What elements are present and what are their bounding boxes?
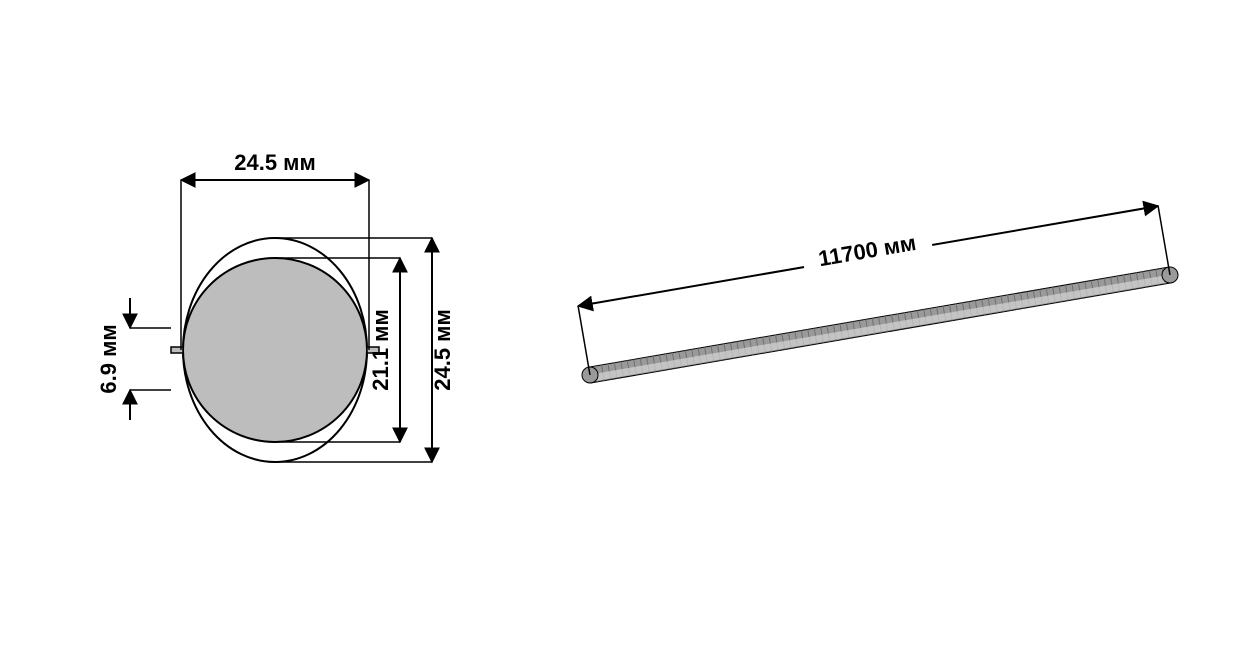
dim-right-outer-label: 24.5 мм [430, 309, 455, 390]
dim-top-label: 24.5 мм [234, 150, 315, 175]
dim-left-label: 6.9 мм [96, 324, 121, 393]
rebar-diagram: 11700 мм [578, 206, 1178, 383]
core-circle [183, 258, 367, 442]
dim-right-inner-label: 21.1 мм [368, 309, 393, 390]
cross-section-diagram: 24.5 мм 6.9 мм 21.1 мм 24.5 мм [96, 150, 455, 462]
